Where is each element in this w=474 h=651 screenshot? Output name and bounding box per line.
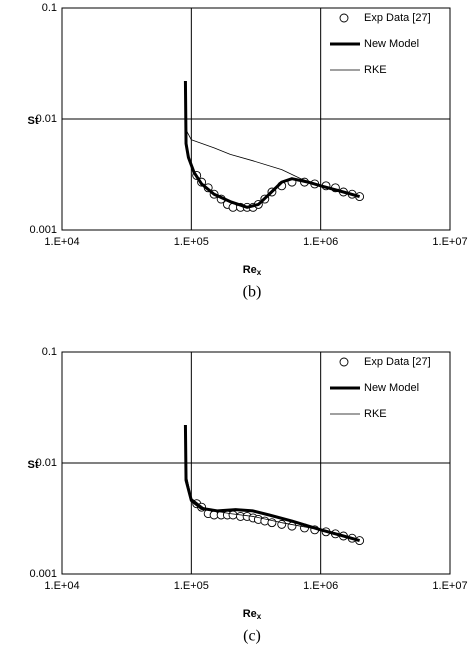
legend-label: New Model: [364, 38, 419, 50]
legend-bg: [326, 35, 446, 53]
x-axis-label-base: Re: [243, 264, 257, 276]
legend-bg: [326, 405, 446, 423]
legend-bg: [326, 9, 446, 27]
legend-label: Exp Data [27]: [364, 356, 431, 368]
y-axis-label: St: [28, 115, 39, 127]
y-tick-label: 0.01: [36, 457, 57, 469]
caption: (c): [243, 628, 261, 645]
legend-label: RKE: [364, 64, 387, 76]
y-tick-label: 0.001: [29, 568, 57, 580]
data-point: [277, 519, 287, 529]
x-tick-label: 1.E+07: [432, 580, 467, 592]
x-tick-label: 1.E+07: [432, 236, 467, 248]
series-line: [185, 424, 360, 541]
x-tick-label: 1.E+06: [303, 236, 338, 248]
legend-label: New Model: [364, 382, 419, 394]
data-point: [228, 510, 238, 520]
x-axis-label-sub: x: [257, 612, 262, 621]
y-tick-label: 0.01: [36, 113, 57, 125]
x-axis-label-sub: x: [257, 268, 262, 277]
y-tick-label: 0.1: [42, 346, 57, 358]
y-tick-label: 0.001: [29, 224, 57, 236]
legend-bg: [326, 61, 446, 79]
x-tick-label: 1.E+04: [44, 580, 79, 592]
legend-label: Exp Data [27]: [364, 12, 431, 24]
x-axis-label: Rex: [243, 264, 262, 277]
legend-label: RKE: [364, 408, 387, 420]
x-axis-label: Rex: [243, 608, 262, 621]
caption: (b): [243, 284, 262, 301]
x-tick-label: 1.E+04: [44, 236, 79, 248]
legend-marker: [339, 357, 349, 367]
x-axis-label-base: Re: [243, 608, 257, 620]
legend-marker: [339, 13, 349, 23]
x-tick-label: 1.E+05: [174, 580, 209, 592]
legend-bg: [326, 353, 446, 371]
y-axis-label: St: [28, 459, 39, 471]
x-tick-label: 1.E+05: [174, 236, 209, 248]
series-line: [185, 80, 360, 197]
x-tick-label: 1.E+06: [303, 580, 338, 592]
y-tick-label: 0.1: [42, 2, 57, 14]
legend-bg: [326, 379, 446, 397]
